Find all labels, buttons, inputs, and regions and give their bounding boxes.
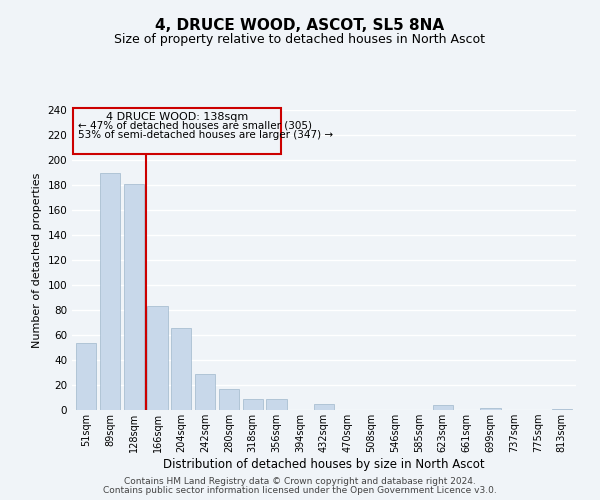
Bar <box>171 328 191 410</box>
Bar <box>219 389 239 410</box>
Bar <box>73 108 281 154</box>
Bar <box>148 306 167 410</box>
Text: 53% of semi-detached houses are larger (347) →: 53% of semi-detached houses are larger (… <box>78 130 333 140</box>
Text: Contains public sector information licensed under the Open Government Licence v3: Contains public sector information licen… <box>103 486 497 495</box>
Bar <box>266 399 287 410</box>
Bar <box>76 342 97 410</box>
Text: 4, DRUCE WOOD, ASCOT, SL5 8NA: 4, DRUCE WOOD, ASCOT, SL5 8NA <box>155 18 445 32</box>
Bar <box>314 404 334 410</box>
Y-axis label: Number of detached properties: Number of detached properties <box>32 172 42 348</box>
X-axis label: Distribution of detached houses by size in North Ascot: Distribution of detached houses by size … <box>163 458 485 471</box>
Text: Size of property relative to detached houses in North Ascot: Size of property relative to detached ho… <box>115 32 485 46</box>
Bar <box>481 408 500 410</box>
Text: 4 DRUCE WOOD: 138sqm: 4 DRUCE WOOD: 138sqm <box>106 112 248 122</box>
Bar <box>433 405 453 410</box>
Bar <box>124 184 144 410</box>
Text: ← 47% of detached houses are smaller (305): ← 47% of detached houses are smaller (30… <box>78 120 312 130</box>
Bar <box>195 374 215 410</box>
Text: Contains HM Land Registry data © Crown copyright and database right 2024.: Contains HM Land Registry data © Crown c… <box>124 477 476 486</box>
Bar <box>242 399 263 410</box>
Bar <box>100 172 120 410</box>
Bar <box>551 409 572 410</box>
